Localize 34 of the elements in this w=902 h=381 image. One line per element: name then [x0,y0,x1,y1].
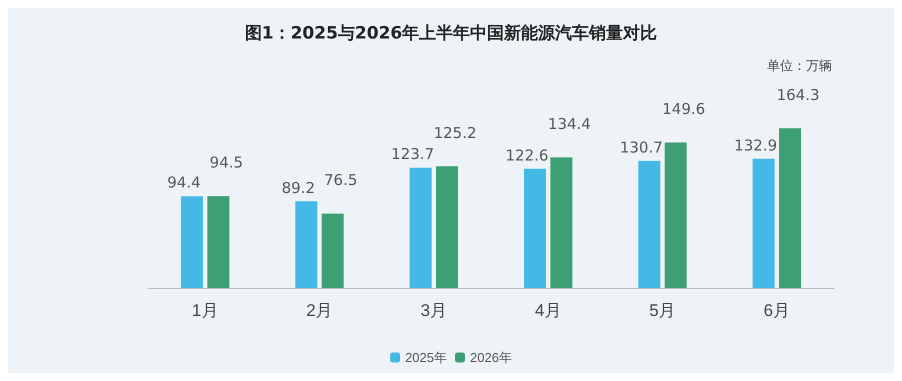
x-tick-label: 3月 [420,301,448,320]
data-label: 132.9 [734,136,778,154]
text: 单位：万辆 [767,59,832,74]
x-tick-label: 6月 [764,301,790,320]
bar [180,196,203,288]
data-label: 123.7 [391,145,434,164]
bar [295,201,318,288]
bar [664,142,687,288]
x-tick-label: 2月 [306,301,333,320]
data-label: 125.2 [434,124,477,142]
legend-label: 2025年 [405,350,447,365]
bar [436,166,458,288]
chart-title: 图1：2025与2026年上半年中国新能源汽车销量对比 [244,24,658,44]
x-tick-label: 4月 [534,301,562,320]
data-label: 94.4 [167,174,201,192]
data-label: 122.6 [505,146,548,164]
data-label: 134.4 [548,114,591,133]
data-label: 149.6 [662,100,706,118]
bar [550,157,572,288]
bar [752,158,775,288]
bar [322,214,344,288]
data-label: 94.5 [210,154,244,172]
bar [638,160,660,288]
bar [524,168,546,288]
x-tick-label: 1月 [192,301,218,320]
data-label: 164.3 [776,86,820,104]
data-label: 76.5 [324,171,358,190]
data-label: 130.7 [620,138,663,156]
bar [207,196,230,288]
bar [779,128,802,288]
data-label: 89.2 [282,178,316,197]
bar [410,168,432,288]
legend-label: 2026年 [470,350,512,365]
x-tick-label: 5月 [649,301,676,320]
